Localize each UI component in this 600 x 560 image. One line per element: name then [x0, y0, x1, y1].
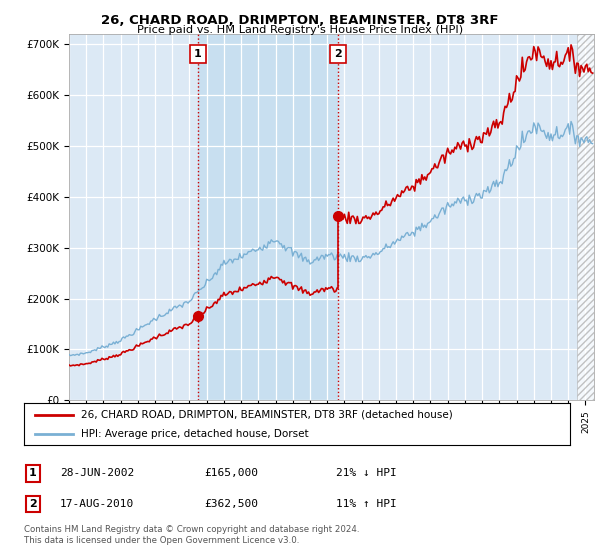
Bar	[198, 34, 338, 400]
Text: 28-JUN-2002: 28-JUN-2002	[60, 468, 134, 478]
Text: 1: 1	[29, 468, 37, 478]
Text: Price paid vs. HM Land Registry's House Price Index (HPI): Price paid vs. HM Land Registry's House …	[137, 25, 463, 35]
Text: 26, CHARD ROAD, DRIMPTON, BEAMINSTER, DT8 3RF (detached house): 26, CHARD ROAD, DRIMPTON, BEAMINSTER, DT…	[82, 409, 453, 419]
Text: 2: 2	[334, 49, 342, 59]
Bar	[577, 34, 594, 400]
Text: 26, CHARD ROAD, DRIMPTON, BEAMINSTER, DT8 3RF: 26, CHARD ROAD, DRIMPTON, BEAMINSTER, DT…	[101, 14, 499, 27]
Text: 2: 2	[29, 499, 37, 509]
Text: 11% ↑ HPI: 11% ↑ HPI	[336, 499, 397, 509]
Text: Contains HM Land Registry data © Crown copyright and database right 2024.
This d: Contains HM Land Registry data © Crown c…	[24, 525, 359, 545]
Text: 1: 1	[194, 49, 202, 59]
Text: 17-AUG-2010: 17-AUG-2010	[60, 499, 134, 509]
Text: 21% ↓ HPI: 21% ↓ HPI	[336, 468, 397, 478]
Text: £362,500: £362,500	[204, 499, 258, 509]
Text: £165,000: £165,000	[204, 468, 258, 478]
Text: HPI: Average price, detached house, Dorset: HPI: Average price, detached house, Dors…	[82, 429, 309, 439]
